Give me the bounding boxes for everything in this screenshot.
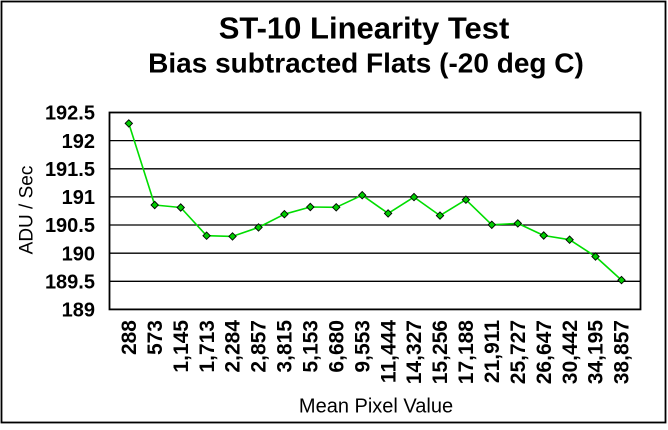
svg-text:1,713: 1,713	[196, 320, 219, 373]
svg-text:30,442: 30,442	[559, 320, 582, 384]
svg-text:189: 189	[62, 300, 95, 322]
svg-text:573: 573	[144, 320, 167, 355]
svg-text:15,256: 15,256	[429, 320, 452, 384]
svg-text:26,647: 26,647	[533, 320, 556, 384]
svg-text:11,444: 11,444	[377, 320, 400, 383]
svg-text:1,145: 1,145	[170, 320, 193, 373]
svg-text:2,284: 2,284	[222, 320, 245, 373]
svg-text:5,153: 5,153	[300, 320, 323, 373]
svg-text:190: 190	[62, 243, 95, 265]
svg-text:34,195: 34,195	[585, 320, 608, 385]
svg-text:191.5: 191.5	[45, 159, 95, 181]
svg-text:2,857: 2,857	[248, 320, 271, 373]
svg-text:9,553: 9,553	[351, 320, 374, 373]
svg-text:38,857: 38,857	[611, 320, 634, 384]
svg-text:3,815: 3,815	[274, 320, 297, 373]
svg-text:ST-10 Linearity Test: ST-10 Linearity Test	[219, 11, 510, 46]
svg-text:192.5: 192.5	[45, 103, 95, 125]
svg-text:ADU / Sec: ADU / Sec	[17, 166, 38, 255]
svg-text:Bias subtracted Flats (-20 deg: Bias subtracted Flats (-20 deg C)	[148, 48, 584, 79]
svg-text:21,911: 21,911	[481, 320, 504, 383]
svg-text:17,188: 17,188	[455, 320, 478, 385]
svg-text:190.5: 190.5	[45, 215, 95, 237]
svg-text:25,727: 25,727	[507, 320, 530, 384]
svg-text:189.5: 189.5	[45, 272, 95, 294]
svg-text:191: 191	[62, 187, 95, 209]
svg-text:Mean Pixel Value: Mean Pixel Value	[299, 396, 453, 418]
svg-text:14,327: 14,327	[403, 320, 426, 384]
svg-text:6,680: 6,680	[325, 320, 348, 373]
svg-text:192: 192	[62, 131, 95, 153]
svg-text:288: 288	[118, 320, 141, 355]
